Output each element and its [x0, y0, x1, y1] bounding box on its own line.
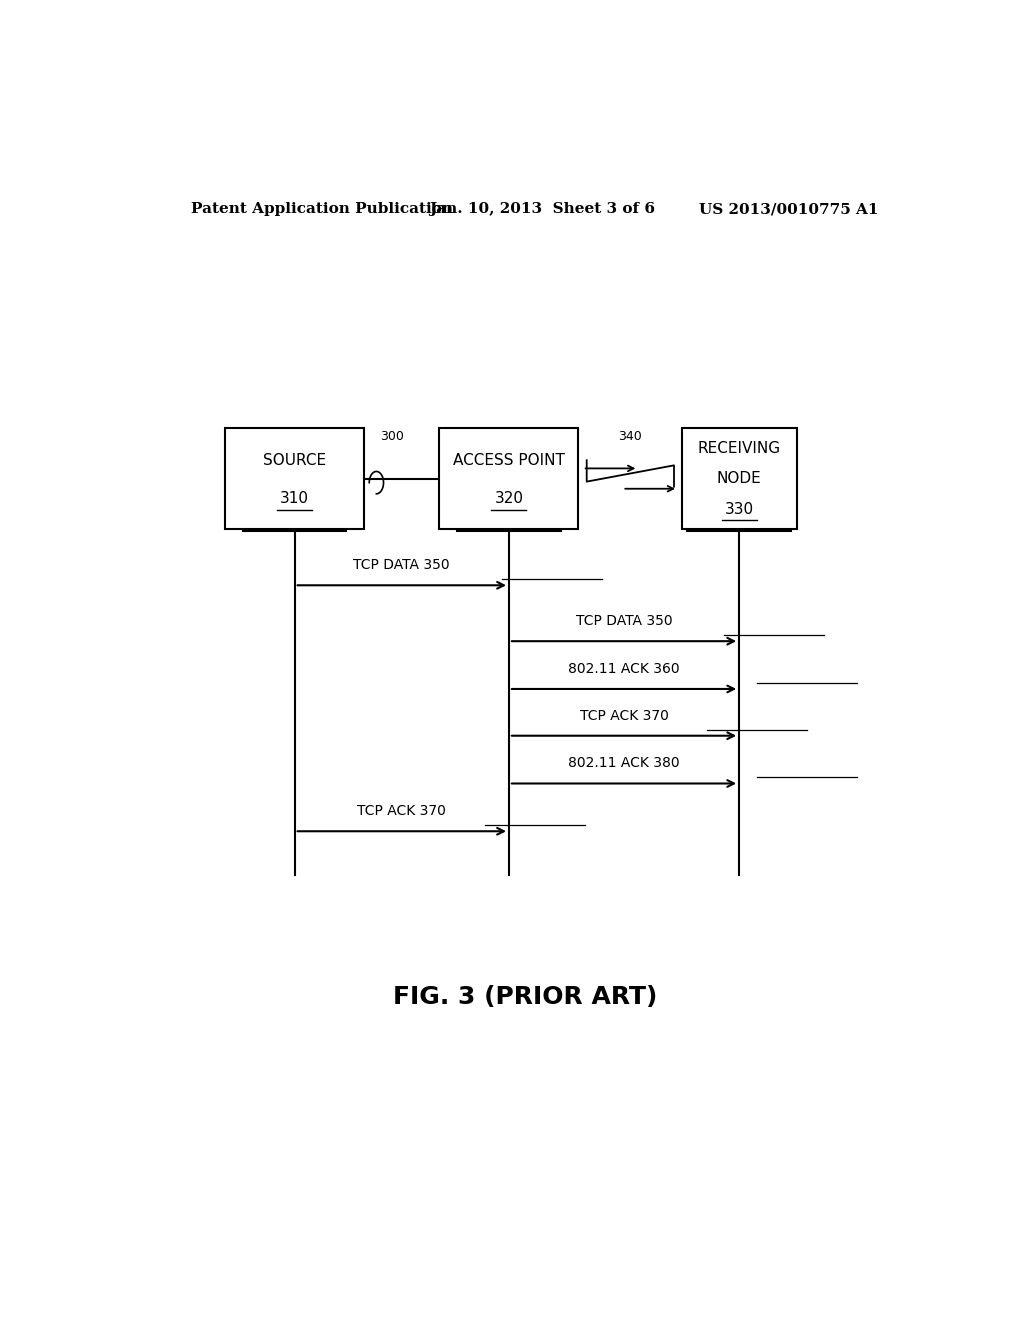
Text: 310: 310 — [281, 491, 309, 507]
Text: TCP DATA 350: TCP DATA 350 — [353, 558, 451, 572]
Text: 802.11 ACK 360: 802.11 ACK 360 — [568, 661, 680, 676]
Text: TCP ACK 370: TCP ACK 370 — [357, 804, 446, 818]
Text: Jan. 10, 2013  Sheet 3 of 6: Jan. 10, 2013 Sheet 3 of 6 — [430, 202, 655, 216]
Text: 802.11 ACK 380: 802.11 ACK 380 — [568, 756, 680, 771]
Text: Patent Application Publication: Patent Application Publication — [191, 202, 454, 216]
Text: 330: 330 — [725, 502, 754, 516]
Text: US 2013/0010775 A1: US 2013/0010775 A1 — [699, 202, 879, 216]
Text: SOURCE: SOURCE — [263, 453, 327, 467]
Text: 300: 300 — [380, 430, 404, 444]
Text: ACCESS POINT: ACCESS POINT — [453, 453, 565, 467]
Bar — [439, 428, 579, 529]
Text: NODE: NODE — [717, 471, 762, 486]
Text: RECEIVING: RECEIVING — [697, 441, 780, 455]
Text: 340: 340 — [618, 430, 642, 444]
Text: TCP ACK 370: TCP ACK 370 — [580, 709, 669, 722]
Text: TCP DATA 350: TCP DATA 350 — [575, 614, 673, 628]
Text: 320: 320 — [495, 491, 523, 507]
Bar — [225, 428, 365, 529]
Text: FIG. 3 (PRIOR ART): FIG. 3 (PRIOR ART) — [392, 985, 657, 1008]
Bar — [682, 428, 797, 529]
